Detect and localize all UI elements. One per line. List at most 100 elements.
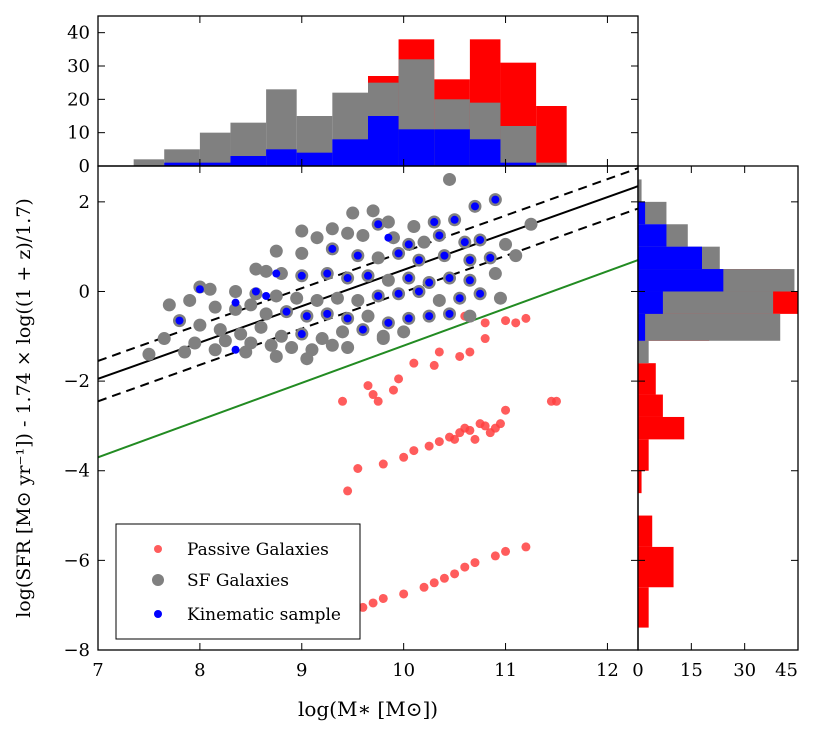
y-tick-label: −8 [63,640,90,661]
kinematic-point [374,220,383,229]
sf-point [499,237,513,251]
right-bar-kinematic-sample [638,246,702,270]
top-bar-kinematic-sample [266,149,297,166]
top-bar-kinematic-sample [199,162,231,166]
passive-point [429,578,439,588]
kinematic-point [394,289,403,298]
sf-point [371,251,385,265]
top-bar-kinematic-sample [368,116,399,166]
passive-point [368,390,378,400]
passive-point [378,459,388,469]
top-bar-kinematic-sample [296,152,333,166]
kinematic-point [282,307,291,316]
kinematic-point [328,244,337,253]
right-bar-kinematic-sample [638,224,667,247]
sf-point [488,267,502,281]
top-y-tick-label: 20 [67,89,90,110]
kinematic-point [491,195,500,204]
kinematic-point [425,278,434,287]
legend: Passive Galaxies SF Galaxies Kinematic s… [115,523,361,640]
legend-label-passive: Passive Galaxies [187,540,329,560]
sf-point [264,338,278,352]
sf-point [269,244,283,258]
kinematic-point [486,253,495,262]
right-bar-sf-galaxies [638,291,774,314]
kinematic-point [470,202,479,211]
sf-point [269,289,283,303]
kinematic-point [343,274,352,283]
sf-point [493,291,507,305]
top-y-tick-label: 30 [67,56,90,77]
sf-point [315,332,329,346]
right-bar-passive-galaxies [638,363,656,395]
right-histogram-frame [637,165,799,651]
kinematic-point [374,291,383,300]
sf-point [341,226,355,240]
kinematic-point [450,215,459,224]
sf-point [407,220,421,233]
passive-point [455,351,465,361]
kinematic-point [404,240,413,249]
kinematic-point [231,298,240,307]
right-x-tick-label: 0 [632,660,643,681]
top-bar-sf-galaxies [133,159,165,166]
sf-point [463,309,477,323]
passive-point [490,551,500,561]
kinematic-point [465,256,474,265]
sf-point [178,345,192,359]
sf-point [274,329,288,343]
kinematic-point [384,233,393,242]
sf-point [310,293,324,307]
top-bar-sf-galaxies [500,126,537,166]
sf-point [432,293,446,307]
passive-point [358,602,368,612]
y-tick-label: −2 [63,371,90,392]
right-bar-sf-galaxies [638,313,781,341]
passive-point [455,428,465,438]
right-bar-kinematic-sample [638,313,646,341]
top-y-tick-label: 0 [79,156,90,177]
passive-point [439,573,449,583]
top-bar-kinematic-sample [164,162,200,166]
passive-cut-line [98,259,638,459]
y-axis-label: log(SFR [M⊙ yr⁻¹]) - 1.74 × log((1 + z)/… [13,198,35,618]
kinematic-point [251,287,260,296]
right-bar-passive-galaxies [638,394,663,417]
passive-point [394,374,404,384]
kinematic-point [445,274,454,283]
sf-point [381,215,395,229]
right-bar-passive-galaxies [638,470,642,494]
sf-point [259,264,273,278]
kinematic-point [425,312,434,321]
kinematic-point [323,269,332,278]
kinematic-point [353,251,362,260]
passive-point [434,347,444,357]
kinematic-point [414,287,423,296]
sf-point [213,323,227,337]
sf-point [157,332,171,346]
passive-point [434,437,444,447]
sf-point [229,284,243,298]
sf-point [142,347,156,361]
sf-point [361,309,375,323]
top-bar-kinematic-sample [469,139,501,166]
sf-point [208,343,222,357]
sf-point [524,217,538,231]
passive-point [521,542,531,552]
passive-point [546,396,556,406]
passive-point [460,562,470,572]
passive-point [409,358,419,368]
sf-point [183,293,197,307]
sf-point [417,235,431,249]
top-bar-kinematic-sample [434,129,470,166]
legend-label-sf: SF Galaxies [187,571,289,591]
passive-point [424,441,434,451]
right-bar-sf-galaxies [638,179,642,202]
sf-point [366,204,380,218]
passive-point [419,582,429,592]
passive-point [480,421,490,431]
x-axis-label: log(M∗ [M⊙]) [298,697,438,721]
right-bar-kinematic-sample [638,269,724,292]
sf-point [351,293,365,307]
